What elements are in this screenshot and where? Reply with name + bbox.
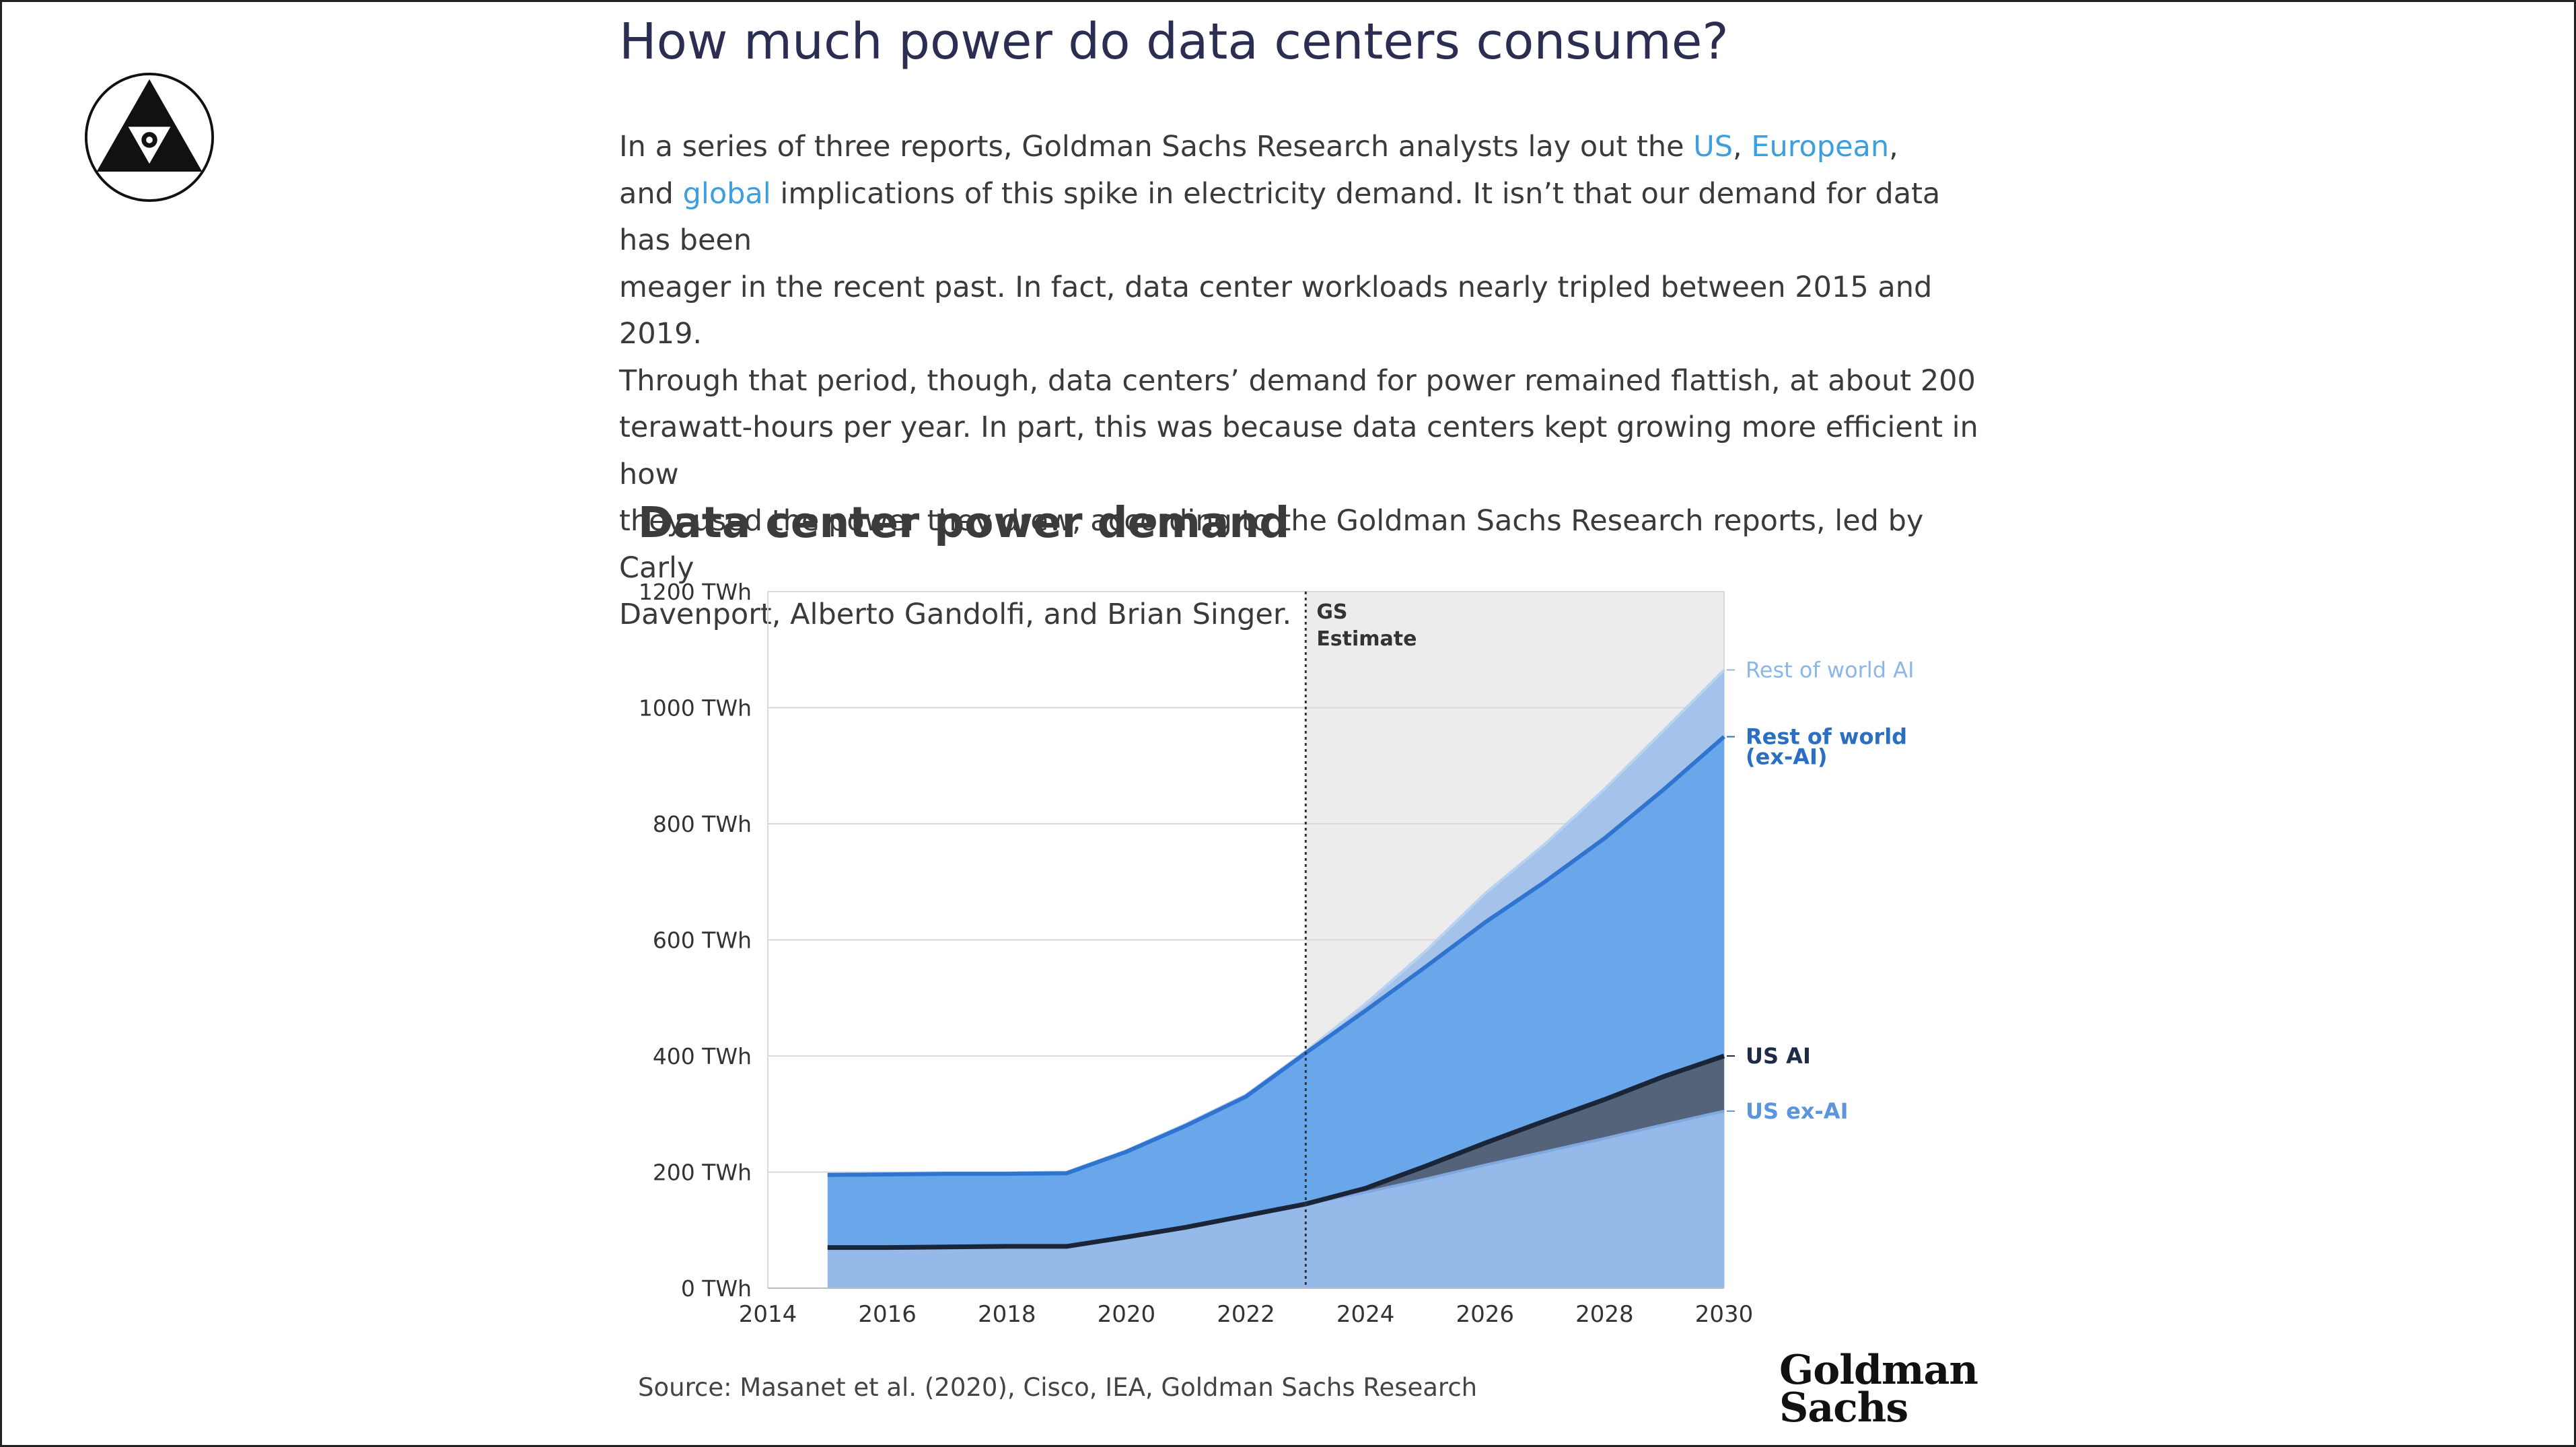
x-tick-label: 2022: [1217, 1301, 1275, 1328]
y-tick-label: 1200 TWh: [639, 579, 752, 605]
series-label: US AI: [1746, 1043, 1811, 1069]
area-us-ex-ai: [827, 1110, 1724, 1288]
power-demand-chart: GS Estimate 0 TWh 200 TWh 400 TWh 600 TWh 800 …: [639, 579, 1915, 1328]
article-line-3: meager in the recent past. In fact, data…: [619, 270, 1933, 351]
x-tick-label: 2018: [978, 1301, 1036, 1328]
brand-line-1: Goldman: [1779, 1347, 1978, 1394]
x-tick-label: 2024: [1336, 1301, 1395, 1328]
triangle-eye-logo-icon: [84, 72, 215, 203]
x-tick-label: 2020: [1098, 1301, 1156, 1328]
line-rest-of-world-ex-ai: [827, 735, 1725, 1177]
article-line-1: In a series of three reports, Goldman Sa…: [619, 124, 1985, 171]
article-line-7: Davenport, Alberto Gandolfi, and Brian S…: [619, 598, 1292, 631]
y-tick-label: 600 TWh: [653, 927, 752, 954]
series-label: Rest of world AI: [1746, 657, 1915, 682]
article-text-p1: In a series of three reports, Goldman Sa…: [619, 130, 1694, 164]
y-tick-label: 200 TWh: [653, 1160, 752, 1186]
area-rest-of-world-ex-ai: [827, 736, 1724, 1248]
x-tick-label: 2016: [858, 1301, 917, 1328]
estimate-label: Estimate: [1316, 627, 1417, 651]
y-tick-label: 1000 TWh: [639, 695, 752, 721]
series-label: (ex-AI): [1746, 744, 1828, 770]
brand-line-2: Sachs: [1779, 1384, 1908, 1432]
chart-source: Source: Masanet et al. (2020), Cisco, IE…: [638, 1373, 1478, 1402]
article-text-sep1: ,: [1733, 130, 1752, 164]
x-tick-label: 2028: [1575, 1301, 1634, 1328]
article-text-sep2: ,: [1889, 130, 1898, 164]
estimate-label: GS: [1316, 600, 1347, 624]
article-line-4: Through that period, though, data center…: [619, 363, 1976, 398]
article-text-p3: implications of this spike in electricit…: [619, 176, 1941, 258]
y-tick-label: 0 TWh: [681, 1275, 752, 1302]
y-tick-label: 800 TWh: [653, 811, 752, 837]
x-tick-label: 2026: [1456, 1301, 1514, 1328]
article-line-6: they used the power they drew, according…: [619, 504, 1924, 585]
series-label: US ex-AI: [1746, 1098, 1848, 1124]
link-us[interactable]: US: [1693, 130, 1733, 164]
chart-title: Data center power demand: [638, 498, 1290, 547]
x-tick-label: 2014: [739, 1301, 797, 1328]
link-european[interactable]: European: [1751, 130, 1890, 164]
article-body: In a series of three reports, Goldman Sa…: [619, 124, 1985, 639]
goldman-sachs-logo: Goldman Sachs: [1779, 1347, 1978, 1432]
article-title: How much power do data centers consume?: [619, 13, 1729, 71]
link-global[interactable]: global: [682, 176, 771, 211]
article-text-p2: and: [619, 176, 683, 211]
series-label: Rest of world: [1746, 724, 1907, 750]
y-tick-label: 400 TWh: [653, 1043, 752, 1069]
article-line-5: terawatt-hours per year. In part, this w…: [619, 411, 1978, 491]
article-line-2: and global implications of this spike in…: [619, 171, 1985, 264]
x-tick-label: 2030: [1695, 1301, 1754, 1328]
line-us-ai: [827, 1053, 1725, 1250]
